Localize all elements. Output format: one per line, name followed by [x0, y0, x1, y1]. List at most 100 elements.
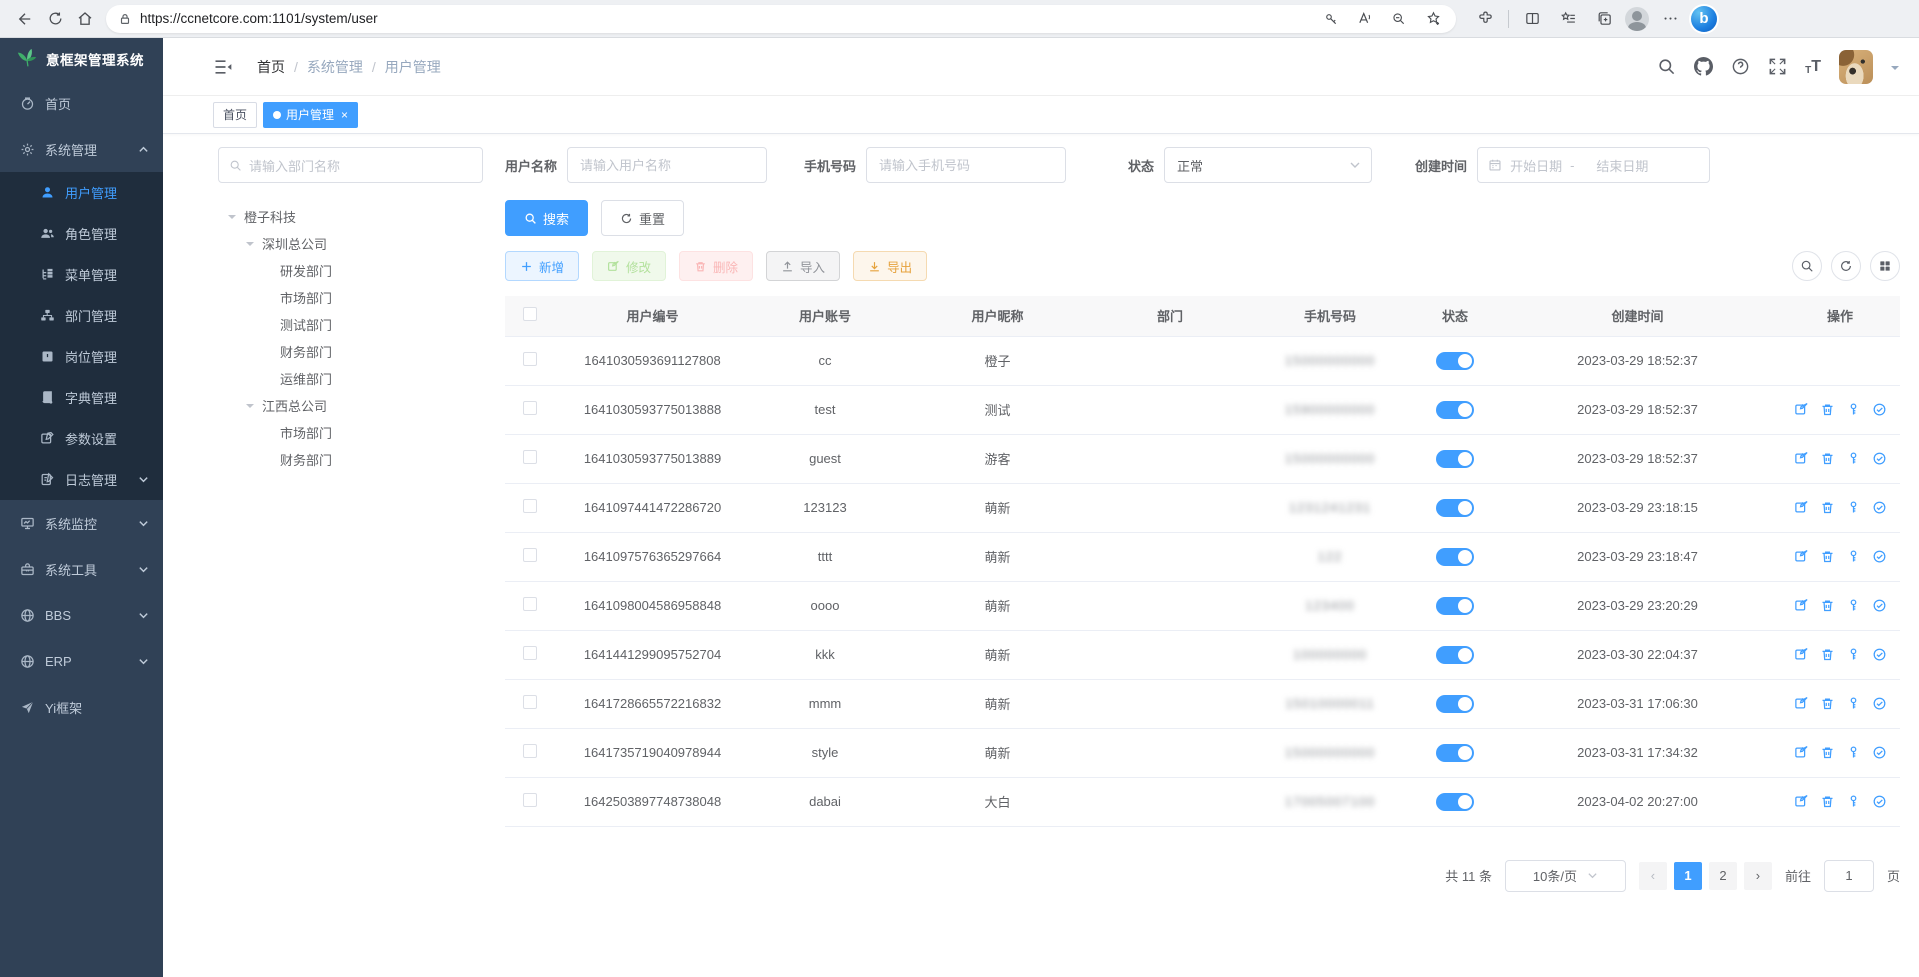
- trash-icon[interactable]: [1820, 696, 1835, 711]
- trash-icon[interactable]: [1820, 402, 1835, 417]
- row-checkbox[interactable]: [523, 793, 537, 807]
- assign-role-check-icon[interactable]: [1872, 647, 1887, 662]
- assign-role-check-icon[interactable]: [1872, 794, 1887, 809]
- address-bar[interactable]: https://ccnetcore.com:1101/system/user: [106, 4, 1456, 34]
- username-input[interactable]: [567, 147, 768, 183]
- tree-caret[interactable]: [246, 238, 262, 250]
- page-size-select[interactable]: 10条/页: [1504, 859, 1626, 892]
- zoom-out-icon[interactable]: [1384, 4, 1414, 34]
- status-toggle[interactable]: [1436, 498, 1474, 517]
- reset-button[interactable]: 重置: [601, 200, 685, 236]
- copilot-bing-icon[interactable]: b: [1691, 5, 1717, 32]
- status-select[interactable]: 正常: [1164, 147, 1373, 183]
- read-aloud-icon[interactable]: [1350, 4, 1380, 34]
- tree-node[interactable]: 橙子科技: [218, 203, 483, 230]
- sidebar-item-yi-framework[interactable]: Yi框架: [0, 684, 163, 730]
- tab-home[interactable]: 首页: [213, 101, 258, 128]
- status-toggle[interactable]: [1436, 596, 1474, 615]
- sidebar-item-dept-management[interactable]: 部门管理: [0, 295, 163, 336]
- sidebar-item-log-management[interactable]: 日志管理: [0, 459, 163, 500]
- dept-search-input[interactable]: 请输入部门名称: [218, 147, 483, 183]
- search-icon[interactable]: [1657, 57, 1676, 76]
- sidebar-item-bbs[interactable]: BBS: [0, 592, 163, 638]
- status-toggle[interactable]: [1436, 449, 1474, 468]
- split-screen-icon[interactable]: [1517, 4, 1547, 34]
- edit-icon[interactable]: [1794, 500, 1809, 515]
- tree-node[interactable]: 财务部门: [218, 446, 483, 473]
- assign-role-check-icon[interactable]: [1872, 549, 1887, 564]
- trash-icon[interactable]: [1820, 745, 1835, 760]
- tree-node[interactable]: 研发部门: [218, 257, 483, 284]
- delete-button[interactable]: 删除: [679, 251, 754, 281]
- row-checkbox[interactable]: [523, 450, 537, 464]
- reset-password-key-icon[interactable]: [1846, 598, 1861, 613]
- url-text[interactable]: https://ccnetcore.com:1101/system/user: [140, 11, 378, 26]
- sidebar-item-user-management[interactable]: 用户管理: [0, 172, 163, 213]
- tree-node[interactable]: 运维部门: [218, 365, 483, 392]
- reset-password-key-icon[interactable]: [1846, 402, 1861, 417]
- goto-page-input[interactable]: [1823, 859, 1874, 892]
- reset-password-key-icon[interactable]: [1846, 500, 1861, 515]
- tree-node[interactable]: 测试部门: [218, 311, 483, 338]
- avatar-caret-icon[interactable]: [1891, 65, 1899, 74]
- sidebar-item-menu-management[interactable]: 菜单管理: [0, 254, 163, 295]
- tree-node[interactable]: 财务部门: [218, 338, 483, 365]
- row-checkbox[interactable]: [523, 499, 537, 513]
- sidebar-item-system-management[interactable]: 系统管理: [0, 126, 163, 172]
- row-checkbox[interactable]: [523, 695, 537, 709]
- refresh-table-button[interactable]: [1831, 251, 1861, 281]
- favorites-icon[interactable]: [1553, 4, 1583, 34]
- user-avatar[interactable]: [1839, 49, 1873, 84]
- reset-password-key-icon[interactable]: [1846, 647, 1861, 662]
- assign-role-check-icon[interactable]: [1872, 402, 1887, 417]
- reset-password-key-icon[interactable]: [1846, 794, 1861, 809]
- reset-password-key-icon[interactable]: [1846, 451, 1861, 466]
- edit-icon[interactable]: [1794, 696, 1809, 711]
- row-checkbox[interactable]: [523, 597, 537, 611]
- edit-icon[interactable]: [1794, 451, 1809, 466]
- row-checkbox[interactable]: [523, 352, 537, 366]
- trash-icon[interactable]: [1820, 451, 1835, 466]
- trash-icon[interactable]: [1820, 794, 1835, 809]
- tree-node[interactable]: 深圳总公司: [218, 230, 483, 257]
- status-toggle[interactable]: [1436, 645, 1474, 664]
- assign-role-check-icon[interactable]: [1872, 500, 1887, 515]
- row-checkbox[interactable]: [523, 401, 537, 415]
- sidebar-item-post-management[interactable]: 岗位管理: [0, 336, 163, 377]
- trash-icon[interactable]: [1820, 598, 1835, 613]
- row-checkbox[interactable]: [523, 744, 537, 758]
- trash-icon[interactable]: [1820, 647, 1835, 662]
- toggle-search-button[interactable]: [1792, 251, 1822, 281]
- tree-node[interactable]: 市场部门: [218, 419, 483, 446]
- sidebar-item-param-settings[interactable]: 参数设置: [0, 418, 163, 459]
- phone-input[interactable]: [866, 147, 1067, 183]
- edit-button[interactable]: 修改: [592, 251, 667, 281]
- reset-password-key-icon[interactable]: [1846, 745, 1861, 760]
- browser-profile-avatar[interactable]: [1625, 6, 1649, 31]
- import-button[interactable]: 导入: [766, 251, 841, 281]
- assign-role-check-icon[interactable]: [1872, 451, 1887, 466]
- github-icon[interactable]: [1694, 57, 1714, 76]
- assign-role-check-icon[interactable]: [1872, 696, 1887, 711]
- sidebar-fold-icon[interactable]: [213, 57, 233, 77]
- add-button[interactable]: 新增: [505, 251, 580, 281]
- tree-caret[interactable]: [246, 400, 262, 412]
- export-button[interactable]: 导出: [853, 251, 928, 281]
- page-button-2[interactable]: 2: [1708, 861, 1737, 890]
- edit-icon[interactable]: [1794, 647, 1809, 662]
- sidebar-item-erp[interactable]: ERP: [0, 638, 163, 684]
- help-icon[interactable]: [1731, 57, 1750, 76]
- tree-node[interactable]: 市场部门: [218, 284, 483, 311]
- assign-role-check-icon[interactable]: [1872, 598, 1887, 613]
- prev-page-button[interactable]: ‹: [1638, 861, 1667, 890]
- sidebar-item-system-tools[interactable]: 系统工具: [0, 546, 163, 592]
- reset-password-key-icon[interactable]: [1846, 549, 1861, 564]
- fullscreen-icon[interactable]: [1768, 57, 1787, 76]
- assign-role-check-icon[interactable]: [1872, 745, 1887, 760]
- edit-icon[interactable]: [1794, 402, 1809, 417]
- sidebar-item-role-management[interactable]: 角色管理: [0, 213, 163, 254]
- tree-node[interactable]: 江西总公司: [218, 392, 483, 419]
- edit-icon[interactable]: [1794, 549, 1809, 564]
- more-menu-icon[interactable]: [1655, 4, 1685, 34]
- refresh-icon[interactable]: [40, 4, 70, 34]
